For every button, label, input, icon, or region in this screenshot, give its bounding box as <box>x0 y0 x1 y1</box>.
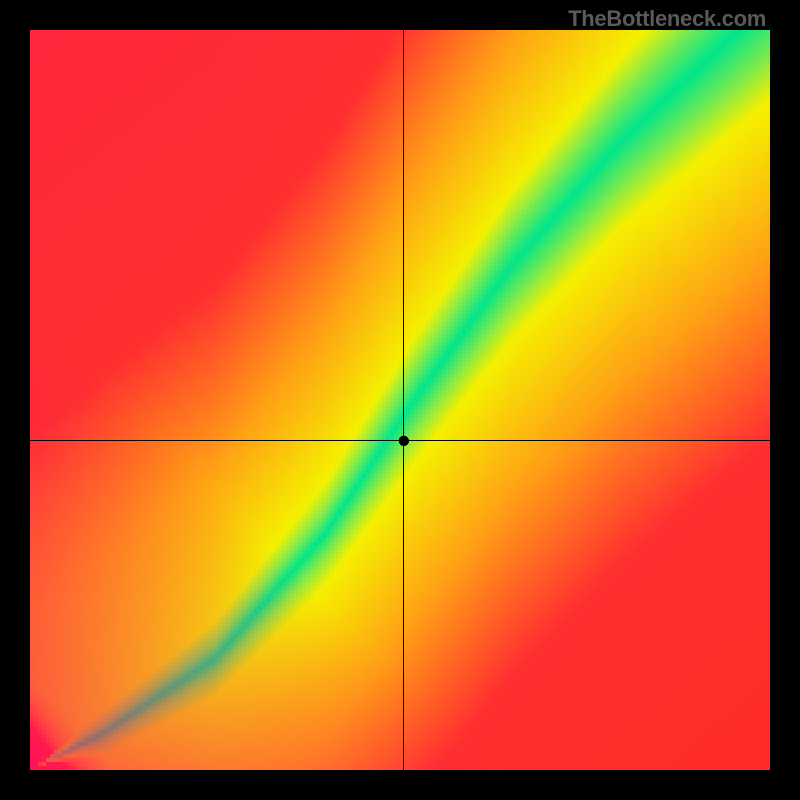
crosshair-vertical <box>403 30 404 770</box>
bottleneck-heatmap <box>0 0 800 800</box>
watermark-text: TheBottleneck.com <box>568 6 766 32</box>
crosshair-dot <box>399 436 409 446</box>
